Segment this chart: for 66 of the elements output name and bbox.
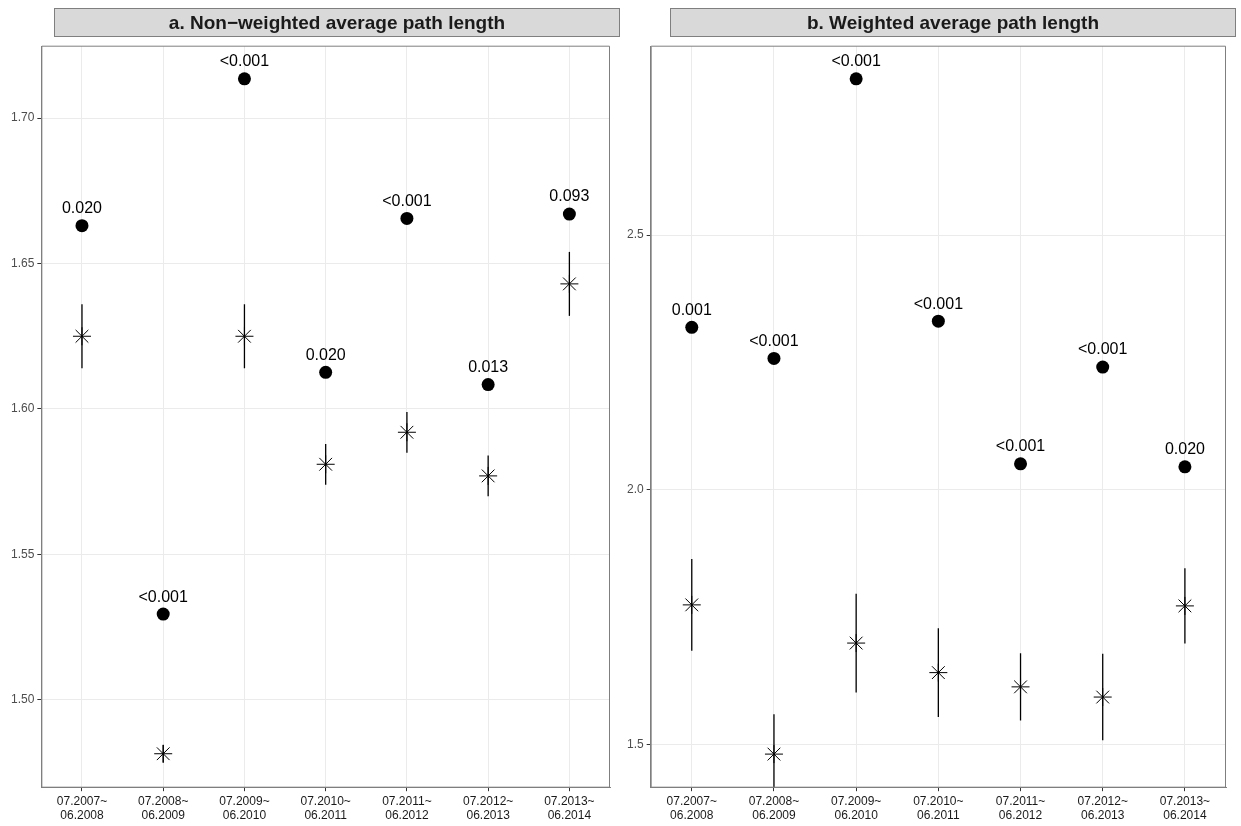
y-tick-label: 1.50 [11,692,35,707]
point [849,72,863,86]
x-tick-label: 07.2009~ 06.2010 [219,793,270,823]
x-tick-label: 07.2007~ 06.2008 [56,793,108,823]
annotation: <0.001 [138,587,188,605]
point [1096,360,1110,374]
annotation: 0.001 [671,300,712,318]
y-tick-label: 1.60 [11,401,35,416]
point [237,72,251,86]
annotation: <0.001 [382,191,432,209]
x-tick-label: 07.2010~ 06.2011 [913,793,964,823]
point [562,207,576,221]
point [153,744,173,764]
x-tick-label: 07.2013~ 06.2014 [1159,793,1211,823]
point [1178,460,1192,474]
y-tick-label: 1.65 [11,255,35,270]
point [481,378,495,392]
x-tick-label: 07.2012~ 06.2013 [1077,793,1128,823]
y-tick-label: 1.70 [11,110,35,125]
x-tick-label: 07.2008~ 06.2009 [748,793,800,823]
point [400,211,414,225]
point [75,219,89,233]
annotation: 0.093 [549,187,590,205]
point [234,326,254,346]
y-tick-label: 1.5 [626,736,644,751]
annotation: <0.001 [219,52,270,70]
x-tick-label: 07.2013~ 06.2014 [544,793,595,823]
point [928,663,948,683]
chart-title: b. Weighted average path length [670,8,1236,37]
x-tick-label: 07.2007~ 06.2008 [666,793,717,823]
point [559,274,579,294]
point [1014,457,1028,471]
point [72,326,92,346]
point [931,314,945,328]
point [767,351,781,365]
point [764,744,784,764]
annotation: 0.020 [305,345,346,363]
point [685,320,699,334]
annotation: <0.001 [995,437,1046,455]
x-tick-label: 07.2011~ 06.2012 [995,793,1046,823]
x-tick-label: 07.2008~ 06.2009 [138,793,189,823]
point [682,595,702,615]
x-tick-label: 07.2012~ 06.2013 [462,793,514,823]
point [846,633,866,653]
chart-title: a. Non−weighted average path length [54,8,620,37]
point [397,422,417,442]
annotation: <0.001 [913,294,964,312]
annotation: <0.001 [1078,340,1128,358]
y-tick-label: 2.0 [626,482,644,497]
point [478,466,498,486]
x-tick-label: 07.2011~ 06.2012 [382,793,432,823]
annotation: 0.020 [1164,440,1206,458]
point [1011,677,1031,697]
point [156,607,170,621]
annotation: <0.001 [831,52,881,70]
annotation: 0.013 [468,357,509,375]
y-tick-label: 2.5 [626,227,644,242]
x-tick-label: 07.2010~ 06.2011 [300,793,351,823]
point [1175,596,1195,616]
x-tick-label: 07.2009~ 06.2010 [830,793,882,823]
point [319,365,333,379]
y-tick-label: 1.55 [11,546,35,561]
point [1093,687,1113,707]
point [316,454,336,474]
annotation: 0.020 [61,199,103,217]
annotation: <0.001 [749,331,799,349]
